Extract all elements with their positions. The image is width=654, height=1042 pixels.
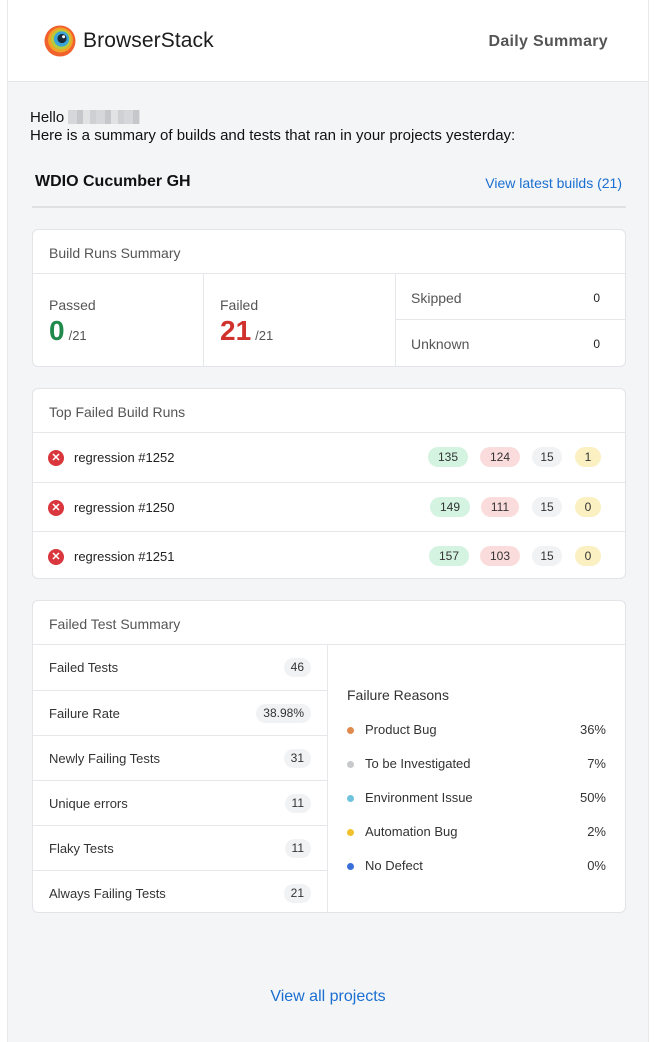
failed-count-badge: 103 — [480, 546, 520, 566]
greeting: Hello — [30, 109, 141, 127]
metric-label: Flaky Tests — [49, 841, 114, 856]
metric-row: Failed Tests 46 — [33, 645, 327, 690]
metric-label: Failure Rate — [49, 706, 120, 721]
failure-reason-label: Product Bug — [365, 722, 437, 737]
passed-count-badge: 135 — [428, 447, 468, 467]
skipped-stat: Skipped 0 — [396, 274, 625, 320]
failure-reason-label: Environment Issue — [365, 790, 473, 805]
browserstack-logo-icon — [44, 25, 76, 57]
failed-test-summary-card: Failed Test Summary Failed Tests 46 Fail… — [32, 600, 626, 913]
metric-value: 38.98% — [256, 704, 311, 723]
legend-dot-icon — [347, 761, 354, 768]
intro-text: Here is a summary of builds and tests th… — [30, 127, 516, 144]
build-run-name[interactable]: regression #1251 — [74, 549, 175, 564]
failure-reason-value: 0% — [587, 858, 606, 873]
legend-dot-icon — [347, 795, 354, 802]
top-failed-build-runs-card: Top Failed Build Runs ✕ regression #1252… — [32, 388, 626, 579]
build-run-name[interactable]: regression #1252 — [74, 450, 175, 465]
view-all-projects-link[interactable]: View all projects — [270, 988, 386, 1005]
failure-reasons-panel: Failure Reasons Product Bug 36% To be In… — [328, 645, 625, 912]
project-name: WDIO Cucumber GH — [35, 173, 191, 190]
failure-reason-row: To be Investigated 7% — [347, 756, 606, 774]
failed-x-icon: ✕ — [48, 549, 64, 565]
failed-count-badge: 124 — [480, 447, 520, 467]
skipped-count-badge: 15 — [532, 546, 562, 566]
other-stats: Skipped 0 Unknown 0 — [396, 274, 625, 366]
metric-label: Newly Failing Tests — [49, 751, 161, 766]
build-run-row[interactable]: ✕ regression #1250 149 111 15 0 — [33, 482, 625, 531]
metric-value: 46 — [283, 658, 311, 677]
build-runs-summary-card: Build Runs Summary Passed 0/21 Failed 21… — [32, 229, 626, 367]
metric-row: Newly Failing Tests 31 — [33, 735, 327, 780]
failure-reason-label: To be Investigated — [365, 756, 471, 771]
header: BrowserStack Daily Summary — [8, 0, 648, 82]
failure-reason-row: No Defect 0% — [347, 858, 606, 876]
metric-row: Failure Rate 38.98% — [33, 690, 327, 735]
failure-reasons-title: Failure Reasons — [347, 687, 449, 703]
failure-reason-label: No Defect — [365, 858, 423, 873]
failure-reason-value: 7% — [587, 756, 606, 771]
card-title: Failed Test Summary — [33, 601, 625, 645]
failed-label: Failed — [220, 297, 259, 313]
skipped-count: 0 — [593, 291, 600, 305]
metric-value: 11 — [284, 794, 311, 813]
build-run-row[interactable]: ✕ regression #1252 135 124 15 1 — [33, 433, 625, 482]
legend-dot-icon — [347, 727, 354, 734]
failed-stat: Failed 21/21 — [204, 274, 396, 366]
failure-reason-row: Product Bug 36% — [347, 722, 606, 740]
passed-total: /21 — [68, 328, 87, 343]
unknown-label: Unknown — [411, 336, 470, 352]
metric-row: Flaky Tests 11 — [33, 825, 327, 870]
failed-value: 21 — [220, 315, 252, 346]
passed-stat: Passed 0/21 — [33, 274, 204, 366]
skipped-count-badge: 15 — [532, 497, 562, 517]
metric-label: Always Failing Tests — [49, 886, 166, 901]
failed-total: /21 — [255, 328, 274, 343]
metric-value: 21 — [283, 884, 311, 903]
card-title: Top Failed Build Runs — [33, 389, 625, 433]
failure-metrics-list: Failed Tests 46 Failure Rate 38.98% Newl… — [33, 645, 328, 912]
metric-label: Failed Tests — [49, 660, 119, 675]
brand-name: BrowserStack — [83, 29, 214, 52]
failure-reason-row: Environment Issue 50% — [347, 790, 606, 808]
metric-row: Always Failing Tests 21 — [33, 870, 327, 912]
failure-reason-label: Automation Bug — [365, 824, 458, 839]
passed-count-badge: 149 — [430, 497, 470, 517]
metric-value: 11 — [284, 839, 311, 858]
build-run-name[interactable]: regression #1250 — [74, 500, 175, 515]
passed-value: 0 — [49, 315, 65, 346]
legend-dot-icon — [347, 829, 354, 836]
legend-dot-icon — [347, 863, 354, 870]
failure-reason-value: 36% — [579, 722, 606, 737]
other-count-badge: 1 — [575, 447, 601, 467]
failure-reason-value: 50% — [579, 790, 606, 805]
header-title: Daily Summary — [488, 33, 608, 50]
unknown-stat: Unknown 0 — [396, 320, 625, 366]
other-count-badge: 0 — [575, 497, 601, 517]
metric-row: Unique errors 11 — [33, 780, 327, 825]
failed-x-icon: ✕ — [48, 500, 64, 516]
metric-value: 31 — [283, 749, 311, 768]
skipped-label: Skipped — [411, 290, 462, 306]
unknown-count: 0 — [593, 337, 600, 351]
other-count-badge: 0 — [575, 546, 601, 566]
passed-count: 0/21 — [49, 315, 87, 347]
failure-reason-value: 2% — [587, 824, 606, 839]
metric-label: Unique errors — [49, 796, 128, 811]
failure-reason-row: Automation Bug 2% — [347, 824, 606, 842]
email-page: BrowserStack Daily Summary Hello Here is… — [7, 0, 649, 1042]
build-run-row[interactable]: ✕ regression #1251 157 103 15 0 — [33, 531, 625, 578]
redacted-username — [68, 110, 141, 124]
failed-count: 21/21 — [220, 315, 273, 347]
failed-x-icon: ✕ — [48, 450, 64, 466]
passed-count-badge: 157 — [429, 546, 469, 566]
greeting-hello: Hello — [30, 109, 65, 126]
passed-label: Passed — [49, 297, 96, 313]
divider — [32, 206, 626, 208]
skipped-count-badge: 15 — [532, 447, 562, 467]
view-latest-builds-link[interactable]: View latest builds (21) — [485, 175, 622, 191]
failed-count-badge: 111 — [481, 497, 519, 517]
card-title: Build Runs Summary — [33, 230, 625, 274]
